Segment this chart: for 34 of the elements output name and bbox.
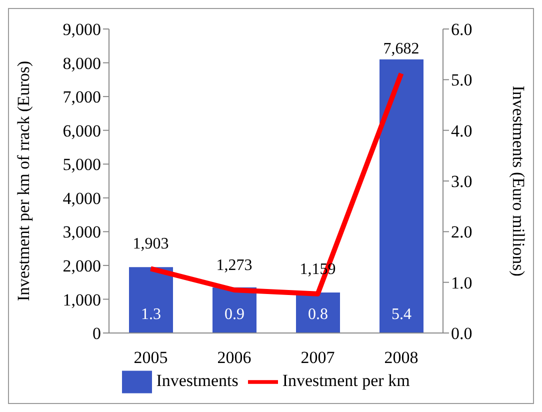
y2-tick-label: 2.0 [451,222,472,242]
y2-tick-label: 4.0 [451,121,472,140]
y-tick-label: 3,000 [62,222,101,242]
y-tick-label: 8,000 [62,54,101,73]
y-tick-label: 0 [92,324,101,344]
y-tick-label: 2,000 [62,256,101,276]
y-tick-label: 7,000 [62,88,101,107]
data-label: 0.9 [224,306,244,323]
x-tick-label: 2006 [217,348,252,368]
data-label: 1,903 [132,236,169,253]
y-tick-label: 5,000 [62,155,101,174]
legend-label: Investment per km [282,370,410,390]
y2-tick-label: 0.0 [451,324,472,344]
data-label: 7,682 [383,40,420,58]
y2-tick-label: 1.0 [451,273,472,292]
bar [129,267,173,333]
data-label: 0.8 [308,306,328,323]
bar [380,59,424,333]
x-tick-label: 2005 [134,348,168,368]
data-label: 1,273 [216,257,252,274]
legend-label: Investments [156,370,238,390]
y-tick-label: 4,000 [62,188,101,208]
data-label: 1.3 [141,306,161,323]
x-tick-label: 2008 [384,348,418,368]
y-tick-label: 9,000 [62,20,101,40]
y-tick-label: 1,000 [62,290,101,310]
y-tick-label: 6,000 [62,121,101,140]
y2-axis-title: Investments (Euro millions) [508,86,528,276]
y2-tick-label: 5.0 [451,70,472,90]
y-axis-title: Investment per km of rrack (Euros) [14,60,34,302]
y2-tick-label: 3.0 [451,172,472,192]
y2-tick-label: 6.0 [451,20,472,40]
x-tick-label: 2007 [300,348,336,368]
data-label: 5.4 [392,306,412,323]
